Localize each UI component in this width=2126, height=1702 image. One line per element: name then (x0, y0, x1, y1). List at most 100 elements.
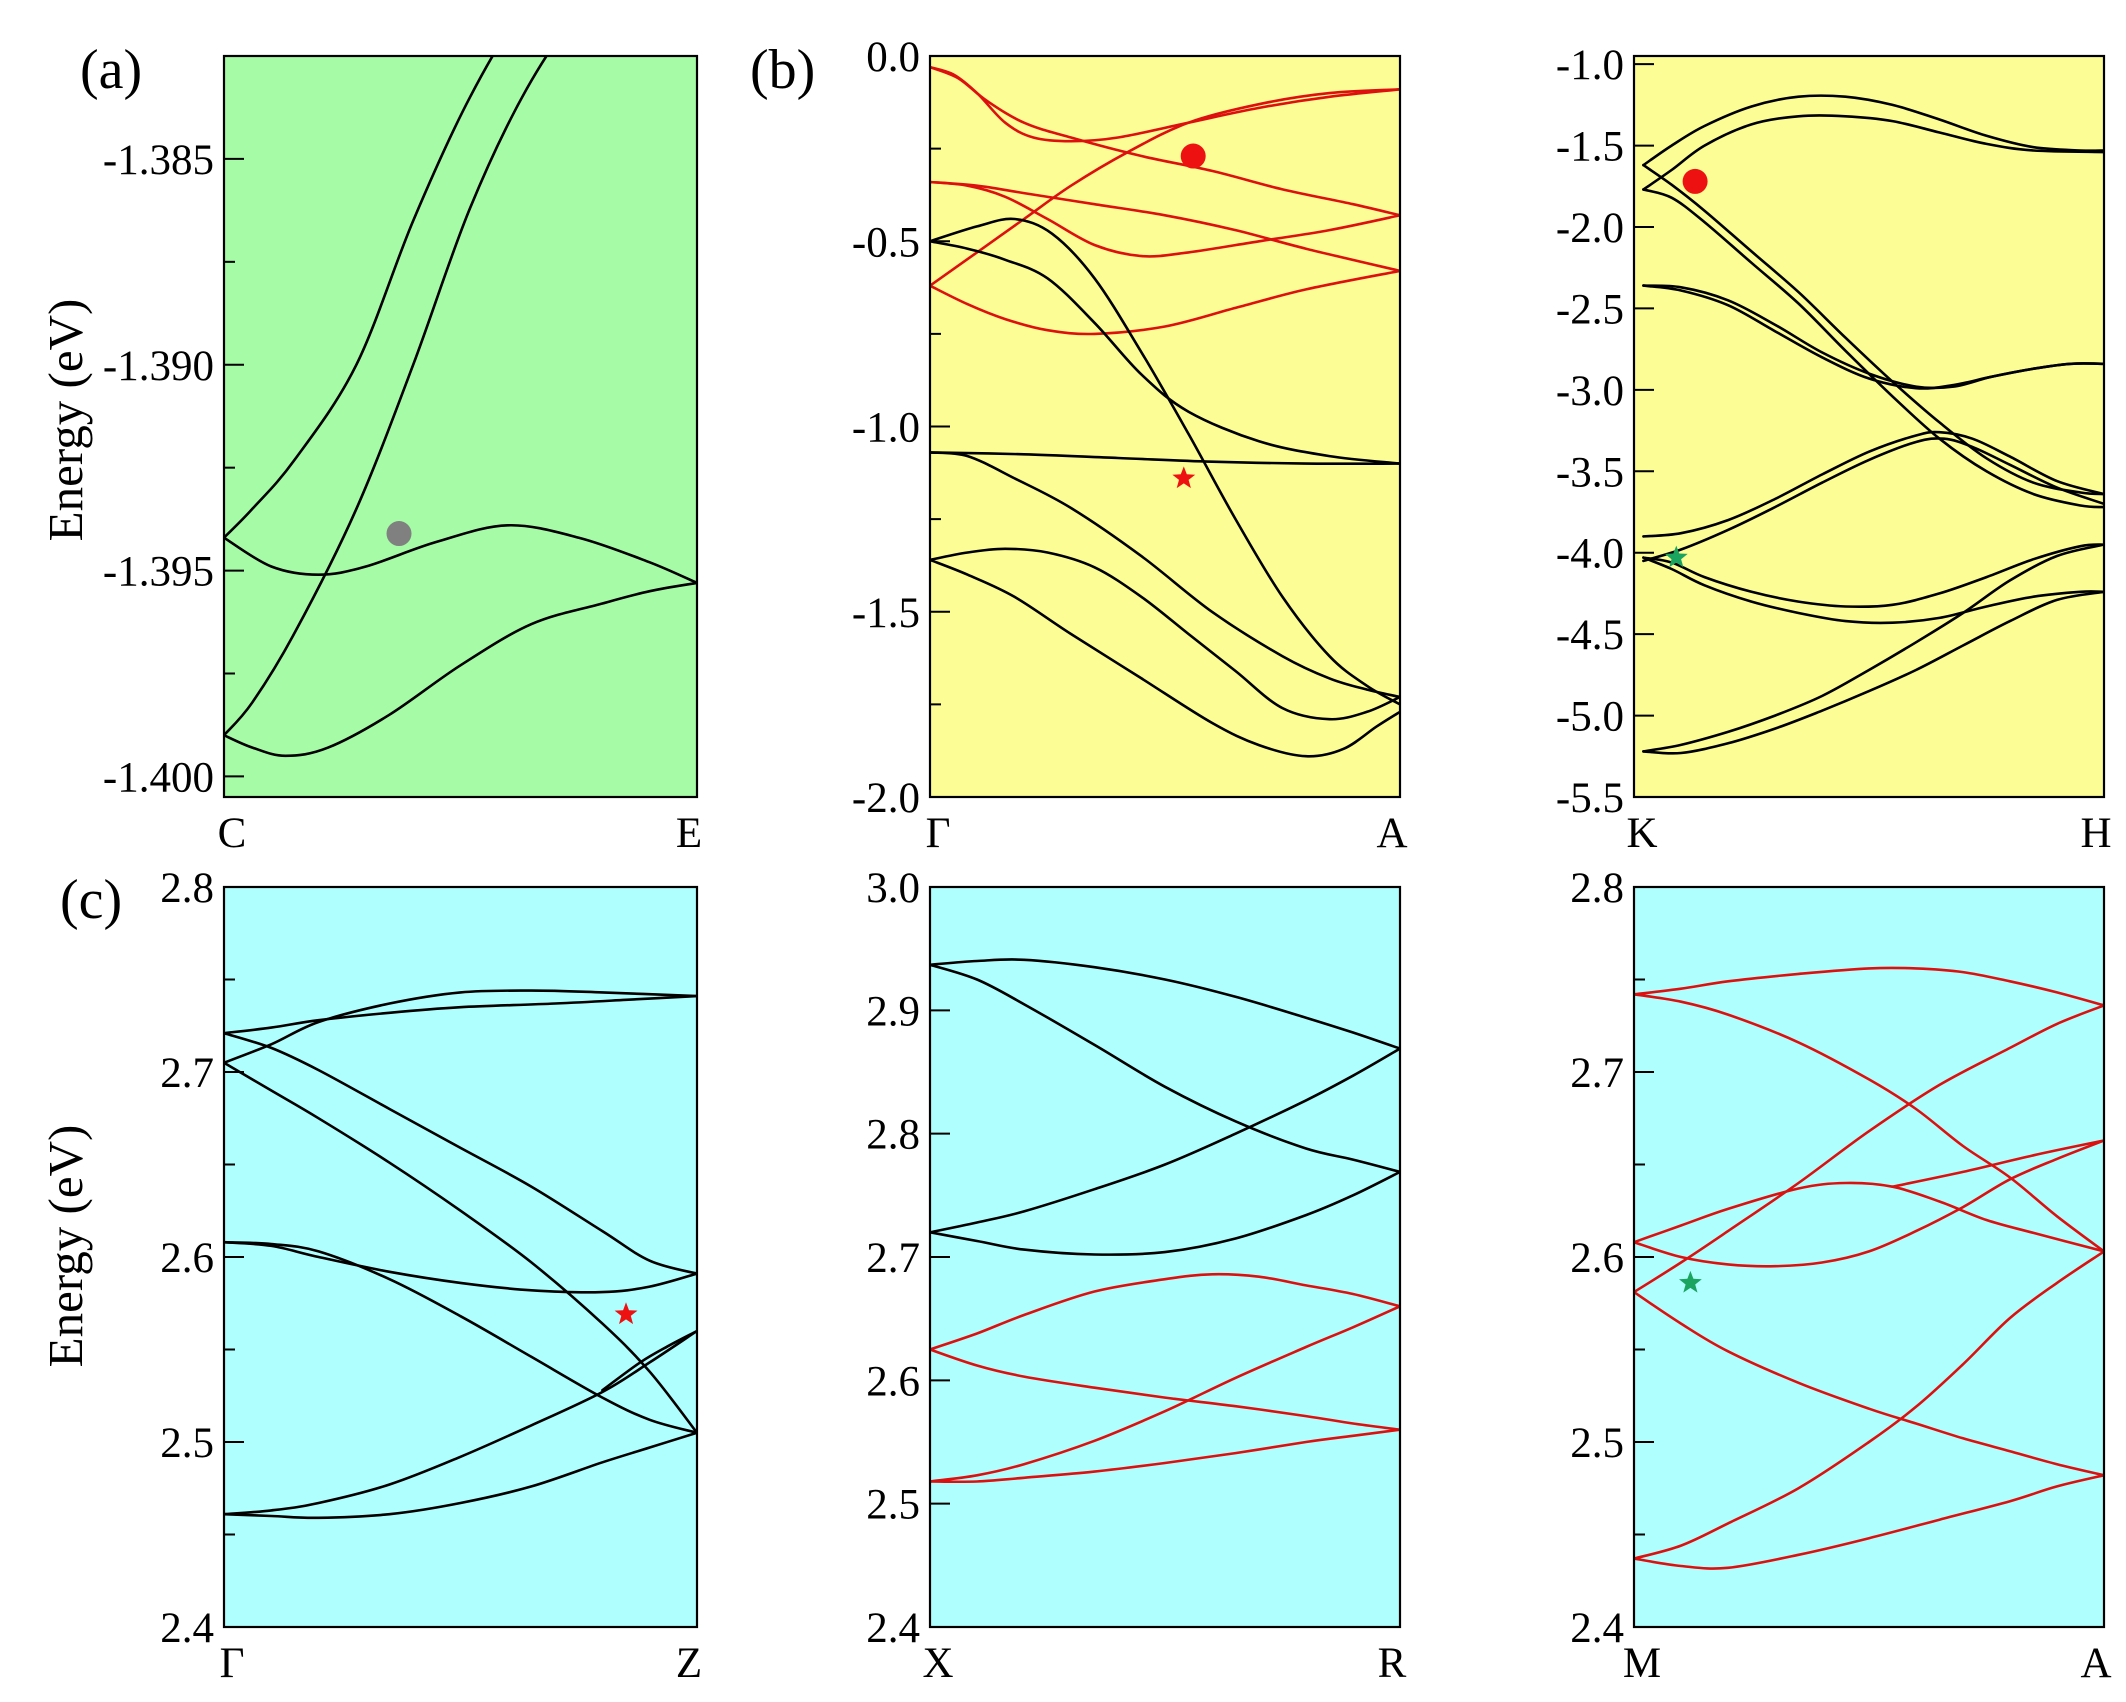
band-line-c1-9 (601, 1329, 697, 1392)
y-tick-label-c3-1: 2.8 (1570, 865, 1624, 912)
panel-label-b: (b) (750, 39, 815, 101)
band-line-b1-7 (930, 217, 1400, 706)
panel-b2: -1.0 -1.5 -2.0 -2.5 -3.0 -3.5 -4.0 -4.5 -5.0 -5.5… (1556, 42, 2112, 857)
plot-background-a (224, 56, 697, 797)
y-tick-label-b1-4: -1.5 (852, 590, 920, 637)
plot-frame-b1 (928, 54, 1402, 799)
panel-c3: 2.8 2.7 2.6 2.5 2.4M A (1570, 865, 2111, 1687)
band-lines-b1 (930, 65, 1400, 758)
panel-c1: 2.8 2.7 2.6 2.5 2.4Γ Z (160, 865, 702, 1687)
band-line-a-4 (224, 581, 697, 758)
band-line-b1-8 (930, 240, 1400, 465)
plot-background-c1 (224, 887, 697, 1627)
band-line-b1-5 (930, 180, 1400, 258)
band-line-c1-6 (224, 1240, 697, 1435)
star-marker-b1-2 (1172, 466, 1196, 489)
y-tick-label-b2-2: -1.5 (1556, 124, 1624, 171)
y-tick-label-c2-5: 2.6 (866, 1358, 920, 1405)
y-tick-label-a-2: -1.390 (103, 343, 214, 390)
y-tick-label-b2-10: -5.5 (1556, 775, 1624, 822)
y-tick-label-c2-2: 2.9 (866, 988, 920, 1035)
y-tick-label-b2-9: -5.0 (1556, 694, 1624, 741)
band-lines-c2 (930, 958, 1400, 1484)
x-label-start-a: C (218, 810, 247, 857)
band-line-b2-10 (1642, 556, 2104, 625)
band-line-b2-11 (1642, 543, 2104, 753)
band-lines-a (224, 56, 697, 758)
y-tick-label-c1-4: 2.5 (160, 1420, 214, 1467)
panel-label-a: (a) (80, 39, 142, 101)
band-line-c2-1 (930, 958, 1400, 1050)
x-label-end-a: E (676, 810, 702, 857)
band-line-b2-9 (1642, 543, 2104, 609)
band-line-c3-9 (1891, 1139, 2104, 1188)
band-lines-c3 (1634, 966, 2104, 1570)
band-line-b1-2 (930, 65, 1400, 217)
band-line-c2-5 (930, 1272, 1400, 1351)
plot-frame-c1 (222, 885, 699, 1629)
band-line-c1-4 (224, 1061, 697, 1435)
band-line-b2-6 (1642, 284, 2104, 390)
band-line-c1-2 (224, 994, 697, 1035)
y-tick-label-c2-1: 3.0 (866, 865, 920, 912)
x-label-end-b1: A (1376, 810, 1407, 857)
y-tick-label-c2-6: 2.5 (866, 1482, 920, 1529)
plot-frame-c3 (1632, 885, 2106, 1629)
panel-b1: 0.0 -0.5 -1.0 -1.5 -2.0Γ A (852, 34, 1408, 857)
y-tick-label-b1-1: 0.0 (866, 34, 920, 81)
plot-background-c2 (930, 887, 1400, 1627)
band-line-c3-6 (1634, 1290, 2104, 1477)
y-tick-label-c3-2: 2.7 (1570, 1050, 1624, 1097)
band-line-a-1 (224, 56, 495, 539)
band-line-b2-2 (1642, 114, 2104, 191)
band-line-c3-3 (1634, 1181, 2104, 1253)
band-line-b1-11 (930, 547, 1400, 721)
x-label-start-b2: K (1626, 810, 1657, 857)
band-line-b1-4 (930, 180, 1400, 273)
y-tick-label-c3-3: 2.6 (1570, 1235, 1624, 1282)
band-line-c1-7 (224, 1329, 697, 1516)
band-line-a-3 (224, 523, 697, 585)
y-tick-label-b1-5: -2.0 (852, 775, 920, 822)
y-tick-label-b1-2: -0.5 (852, 219, 920, 266)
x-label-end-c1: Z (676, 1640, 702, 1687)
y-tick-label-b2-3: -2.0 (1556, 205, 1624, 252)
x-label-end-c2: R (1378, 1640, 1407, 1687)
band-line-c2-7 (930, 1305, 1400, 1483)
y-tick-label-c2-7: 2.4 (866, 1605, 920, 1652)
y-tick-label-b2-7: -4.0 (1556, 531, 1624, 578)
band-lines-b2 (1642, 94, 2104, 755)
y-tick-label-b1-3: -1.0 (852, 405, 920, 452)
star-marker-c1-1 (614, 1302, 638, 1325)
band-line-a-2 (224, 56, 549, 737)
band-line-c2-4 (930, 1170, 1400, 1256)
band-line-b1-10 (930, 451, 1400, 699)
panel-c2: 3.0 2.9 2.8 2.7 2.6 2.5 2.4X R (866, 865, 1406, 1687)
y-axis-title-top: Energy (eV) (38, 299, 93, 542)
y-tick-label-b2-8: -4.5 (1556, 612, 1624, 659)
y-tick-label-c1-1: 2.8 (160, 865, 214, 912)
band-line-b2-12 (1642, 590, 2104, 755)
y-tick-label-c1-5: 2.4 (160, 1605, 214, 1652)
star-marker-b2-2 (1664, 545, 1688, 568)
band-line-c1-8 (224, 1431, 697, 1520)
band-line-c3-2 (1634, 993, 2104, 1253)
x-label-start-c2: X (922, 1640, 953, 1687)
plot-background-b2 (1634, 56, 2104, 797)
band-line-c3-7 (1634, 1250, 2104, 1560)
band-line-b1-12 (930, 558, 1400, 758)
band-line-c2-8 (930, 1428, 1400, 1484)
y-tick-label-b2-1: -1.0 (1556, 42, 1624, 89)
band-line-c3-4 (1634, 1139, 2104, 1268)
y-tick-label-c2-3: 2.8 (866, 1112, 920, 1159)
band-line-c1-3 (224, 1031, 697, 1275)
plot-background-c3 (1634, 887, 2104, 1627)
x-label-start-b1: Γ (926, 810, 951, 857)
band-line-c2-6 (930, 1348, 1400, 1431)
y-axis-title-bottom: Energy (eV) (38, 1125, 93, 1368)
band-line-c3-8 (1634, 1474, 2104, 1570)
x-label-start-c3: M (1623, 1640, 1661, 1687)
band-line-c1-1 (224, 989, 697, 1064)
